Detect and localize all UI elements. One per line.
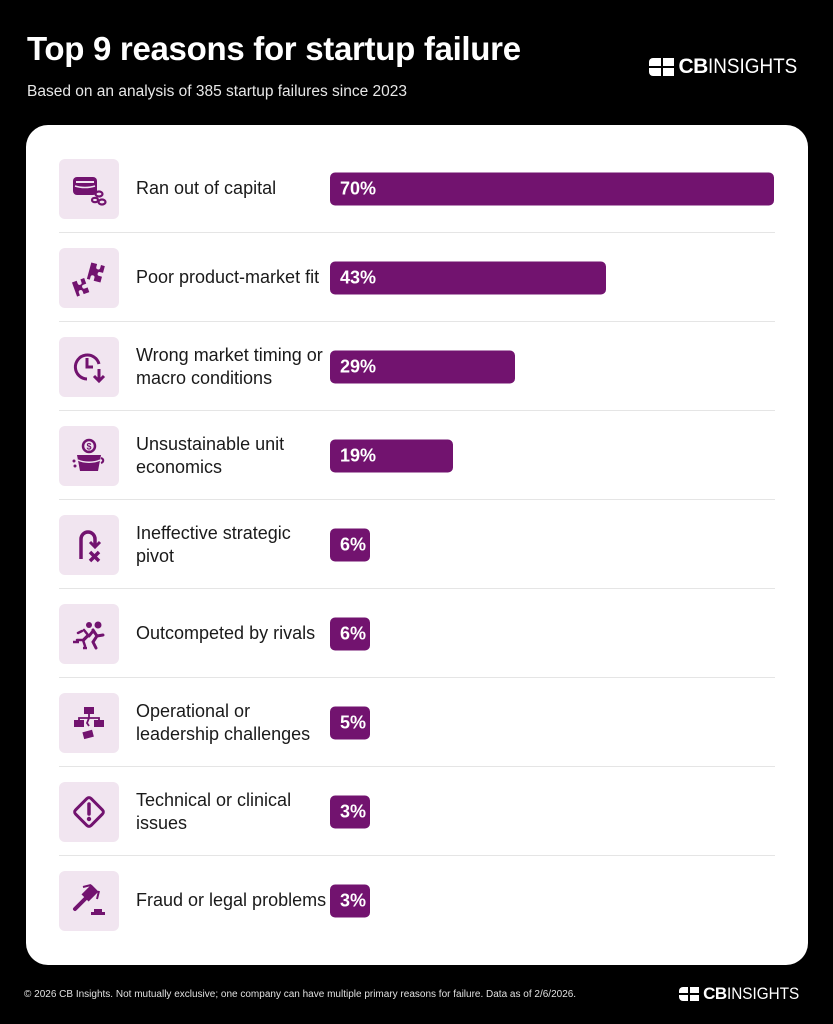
row-divider xyxy=(59,766,775,767)
logo-cb-text: CB xyxy=(678,55,708,78)
cb-insights-logo-footer: CB INSIGHTS xyxy=(679,984,807,1004)
bar-value: 5% xyxy=(340,712,367,732)
puzzle-pieces-icon xyxy=(59,247,119,308)
bar: 3% xyxy=(330,795,370,828)
row-label: Outcompeted by rivals xyxy=(136,623,316,643)
bar-value: 29% xyxy=(340,356,377,376)
row-divider xyxy=(59,321,775,322)
bar: 70% xyxy=(330,172,774,205)
bar: 3% xyxy=(330,884,370,917)
page-subtitle: Based on an analysis of 385 startup fail… xyxy=(27,83,407,100)
row-label: Fraud or legal problems xyxy=(136,890,327,910)
row-label: Poor product-market fit xyxy=(136,267,320,287)
row-label: Unsustainable unit economics xyxy=(136,433,285,477)
broken-org-chart-icon xyxy=(59,692,119,753)
row-divider xyxy=(59,232,775,233)
logo-insights-text: INSIGHTS xyxy=(726,984,799,1003)
bar-value: 19% xyxy=(340,445,377,465)
logo-insights-text: INSIGHTS xyxy=(707,55,798,78)
chart-card: Ran out of capital 70% Poor product-mark… xyxy=(26,125,808,965)
row-label: Operational or leadership challenges xyxy=(136,700,311,744)
bar: 19% xyxy=(330,439,453,472)
leaking-bucket-dollar-icon: $ xyxy=(59,425,119,486)
row-label: Ineffective strategic pivot xyxy=(136,522,291,566)
cb-insights-mark-icon xyxy=(649,58,675,76)
svg-text:$: $ xyxy=(86,441,91,451)
bar-value: 3% xyxy=(340,801,367,821)
bar-value: 3% xyxy=(340,890,367,910)
bar: 29% xyxy=(330,350,515,383)
row-label: Ran out of capital xyxy=(136,178,277,198)
row-divider xyxy=(59,855,775,856)
u-turn-x-icon xyxy=(59,514,119,575)
row-divider xyxy=(59,499,775,500)
chart-row: Outcompeted by rivals 6% xyxy=(59,589,775,678)
bar: 5% xyxy=(330,706,370,739)
chart-row: $ Unsustainable unit economics 19% xyxy=(59,411,775,500)
bar: 43% xyxy=(330,261,606,294)
row-label: Technical or clinical issues xyxy=(136,789,292,833)
page-title: Top 9 reasons for startup failure xyxy=(27,30,521,67)
gavel-icon xyxy=(59,870,119,931)
cb-insights-logo: CB INSIGHTS xyxy=(649,55,807,79)
clock-down-icon xyxy=(59,336,119,397)
bar-value: 6% xyxy=(340,623,367,643)
chart-row: Technical or clinical issues 3% xyxy=(59,767,775,856)
warning-diamond-icon xyxy=(59,781,119,842)
chart-row: Poor product-market fit 43% xyxy=(59,233,775,322)
wallet-coins-icon xyxy=(59,158,119,219)
bar: 6% xyxy=(330,617,370,650)
chart-row: Wrong market timing or macro conditions … xyxy=(59,322,775,411)
bar: 6% xyxy=(330,528,370,561)
bar-value: 43% xyxy=(340,267,377,287)
footer-note: © 2026 CB Insights. Not mutually exclusi… xyxy=(24,989,577,1000)
runners-icon xyxy=(59,603,119,664)
chart-row: Operational or leadership challenges 5% xyxy=(59,678,775,767)
row-divider xyxy=(59,677,775,678)
chart-row: Fraud or legal problems 3% xyxy=(59,856,775,945)
logo-cb-text: CB xyxy=(703,984,727,1003)
row-divider xyxy=(59,410,775,411)
bar-value: 70% xyxy=(340,178,377,198)
chart-row: Ran out of capital 70% xyxy=(59,144,775,233)
row-divider xyxy=(59,588,775,589)
row-label: Wrong market timing or macro conditions xyxy=(136,344,323,388)
cb-insights-mark-icon xyxy=(679,987,700,1001)
bar-value: 6% xyxy=(340,534,367,554)
chart-row: Ineffective strategic pivot 6% xyxy=(59,500,775,589)
